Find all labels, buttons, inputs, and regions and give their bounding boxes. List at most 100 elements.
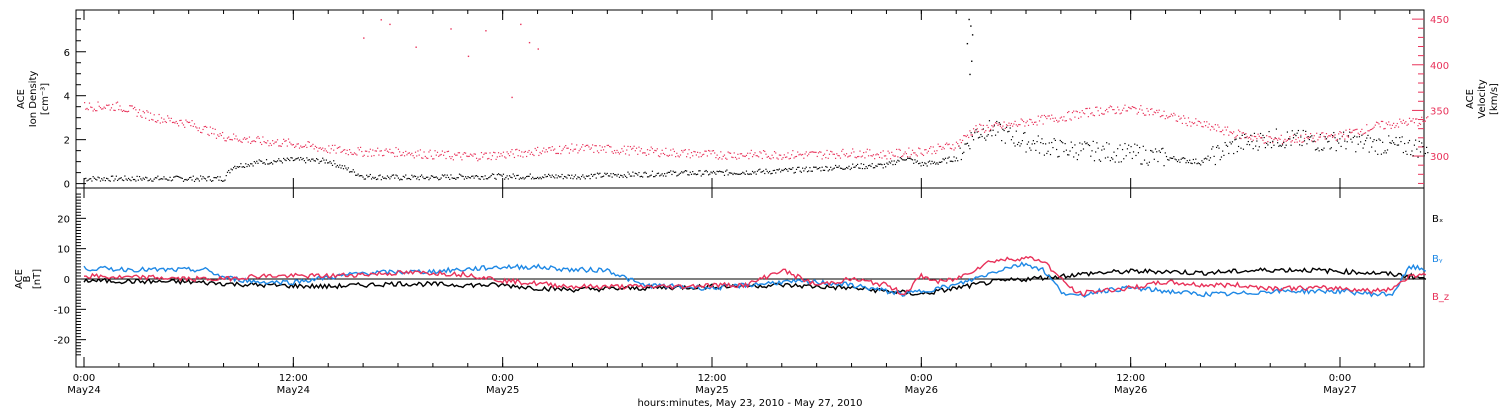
density-point	[1184, 157, 1186, 160]
density-point	[866, 167, 868, 169]
velocity-point	[435, 154, 437, 156]
density-point	[1211, 148, 1213, 150]
density-point	[645, 172, 647, 174]
density-point	[737, 173, 739, 175]
density-point	[676, 175, 678, 177]
velocity-point	[174, 122, 176, 124]
velocity-point	[1219, 130, 1221, 133]
velocity-point	[754, 152, 756, 154]
velocity-point	[858, 155, 860, 158]
density-point	[545, 176, 547, 178]
velocity-point	[1294, 141, 1296, 143]
velocity-point	[1402, 119, 1404, 121]
density-point	[1125, 155, 1127, 157]
density-point	[99, 180, 102, 182]
density-point	[1117, 148, 1119, 150]
velocity-point	[416, 155, 418, 157]
density-point	[588, 175, 590, 177]
velocity-point	[428, 151, 430, 153]
density-point	[579, 178, 581, 180]
velocity-point	[157, 119, 159, 122]
density-point	[251, 163, 253, 165]
velocity-point	[933, 150, 936, 152]
velocity-point	[294, 146, 296, 149]
velocity-point	[624, 153, 627, 155]
velocity-point	[1141, 109, 1143, 111]
velocity-point	[1405, 121, 1407, 123]
density-point	[717, 171, 719, 173]
velocity-point	[237, 140, 240, 142]
density-point	[612, 173, 614, 175]
velocity-point	[1224, 126, 1226, 128]
density-point	[881, 164, 883, 166]
density-point	[457, 177, 459, 179]
velocity-point	[1259, 137, 1262, 139]
density-point	[523, 178, 525, 180]
density-point	[335, 166, 337, 168]
density-point	[207, 176, 209, 178]
velocity-point	[1151, 108, 1153, 110]
velocity-point	[811, 151, 813, 153]
velocity-point	[251, 140, 253, 143]
velocity-point	[723, 154, 726, 156]
density-point	[1107, 156, 1109, 158]
density-point	[179, 176, 181, 178]
density-point	[1397, 144, 1400, 146]
velocity-point	[1247, 137, 1249, 139]
velocity-point	[613, 149, 616, 152]
velocity-point	[598, 152, 600, 154]
velocity-point	[611, 151, 613, 153]
velocity-point	[897, 156, 899, 158]
velocity-point	[566, 147, 568, 149]
velocity-point	[93, 108, 95, 110]
velocity-point	[424, 155, 426, 158]
density-point	[516, 174, 518, 177]
density-point	[762, 170, 765, 172]
density-point	[1097, 147, 1099, 149]
density-point	[942, 158, 944, 160]
velocity-point	[1307, 137, 1309, 140]
density-point	[624, 175, 627, 177]
density-point	[468, 176, 470, 179]
density-point	[1167, 158, 1169, 161]
velocity-point	[474, 153, 476, 155]
velocity-point	[410, 154, 412, 156]
density-point	[1162, 147, 1164, 149]
velocity-point	[1422, 120, 1424, 122]
density-point	[853, 166, 855, 168]
velocity-point	[283, 138, 285, 140]
velocity-point	[902, 155, 904, 157]
density-point	[916, 160, 918, 162]
velocity-point	[1374, 124, 1376, 126]
velocity-point	[313, 148, 315, 150]
velocity-point	[1393, 122, 1395, 124]
density-point	[1189, 159, 1191, 161]
density-point	[930, 163, 932, 165]
density-point	[627, 171, 629, 173]
density-point	[1140, 163, 1142, 165]
density-point	[185, 178, 187, 181]
velocity-point	[709, 150, 711, 152]
density-point	[309, 160, 312, 162]
velocity-point	[942, 146, 944, 148]
density-point	[919, 162, 921, 164]
density-point	[986, 135, 988, 137]
velocity-point	[870, 155, 872, 157]
velocity-point	[1423, 121, 1425, 123]
velocity-point	[520, 23, 522, 26]
density-point	[1368, 151, 1370, 153]
density-point	[259, 160, 262, 162]
density-point	[1413, 144, 1415, 146]
density-point	[240, 163, 242, 165]
density-point	[224, 179, 226, 181]
velocity-point	[170, 117, 172, 120]
velocity-point	[932, 146, 934, 148]
density-point	[242, 166, 244, 168]
velocity-point	[1353, 129, 1356, 131]
density-point	[656, 172, 658, 175]
velocity-point	[418, 154, 420, 156]
velocity-point	[792, 150, 794, 152]
density-point	[235, 167, 237, 170]
velocity-point	[1128, 106, 1130, 108]
velocity-point	[974, 130, 976, 132]
